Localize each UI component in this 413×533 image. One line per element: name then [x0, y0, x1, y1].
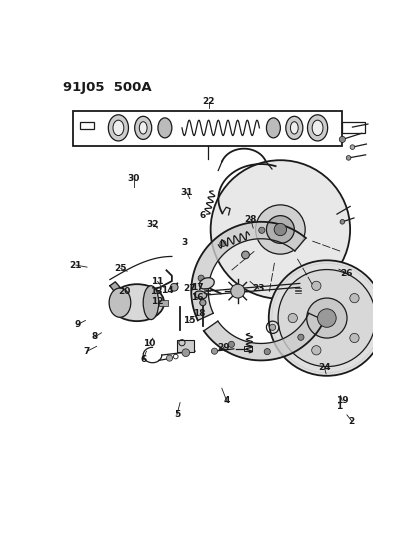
Circle shape [311, 346, 320, 355]
Circle shape [230, 284, 244, 298]
Ellipse shape [199, 278, 214, 289]
Text: 24: 24 [318, 363, 330, 372]
Ellipse shape [139, 122, 147, 134]
Circle shape [339, 136, 344, 142]
Text: 25: 25 [114, 264, 127, 273]
Ellipse shape [311, 120, 322, 135]
Text: 31: 31 [180, 188, 192, 197]
Text: 28: 28 [244, 215, 256, 224]
Bar [341, 123, 364, 133]
Circle shape [263, 349, 270, 354]
Circle shape [210, 160, 349, 299]
Circle shape [317, 309, 335, 327]
Circle shape [166, 355, 172, 361]
Text: 2: 2 [348, 416, 354, 425]
Circle shape [228, 341, 234, 348]
Text: 7: 7 [84, 347, 90, 356]
Circle shape [287, 313, 297, 322]
Polygon shape [109, 282, 120, 293]
Circle shape [219, 240, 225, 247]
Circle shape [255, 205, 304, 254]
Text: 91J05  500A: 91J05 500A [63, 81, 152, 94]
Text: 3: 3 [181, 238, 188, 247]
Circle shape [278, 270, 375, 367]
Text: 23: 23 [252, 285, 264, 293]
Circle shape [268, 260, 384, 376]
Text: 18: 18 [192, 309, 205, 318]
Text: 16: 16 [191, 293, 204, 302]
Text: 27: 27 [183, 285, 195, 293]
Circle shape [273, 223, 286, 236]
Text: 6: 6 [140, 355, 146, 364]
Circle shape [266, 216, 294, 244]
Circle shape [297, 334, 303, 341]
Bar [243, 346, 251, 351]
Circle shape [349, 145, 354, 149]
Bar [73, 111, 342, 146]
Text: 4: 4 [223, 396, 229, 405]
Circle shape [181, 349, 189, 357]
Circle shape [339, 220, 344, 224]
Ellipse shape [194, 291, 206, 299]
Text: 22: 22 [202, 97, 215, 106]
Ellipse shape [113, 120, 123, 135]
Text: 1: 1 [335, 402, 341, 411]
Text: 26: 26 [340, 269, 352, 278]
Ellipse shape [109, 288, 131, 317]
Circle shape [170, 284, 178, 291]
Text: 15: 15 [183, 316, 195, 325]
Circle shape [197, 275, 204, 281]
Text: 5: 5 [173, 410, 180, 419]
Ellipse shape [290, 122, 297, 134]
Text: 10: 10 [143, 338, 155, 348]
Ellipse shape [307, 115, 327, 141]
Ellipse shape [157, 118, 171, 138]
Text: 21: 21 [69, 261, 82, 270]
Polygon shape [191, 222, 305, 320]
Circle shape [211, 348, 217, 354]
Text: 14: 14 [161, 286, 173, 295]
Text: 17: 17 [191, 283, 204, 292]
Ellipse shape [134, 116, 151, 140]
Ellipse shape [108, 115, 128, 141]
Text: 13: 13 [150, 287, 162, 296]
Text: 12: 12 [151, 297, 164, 306]
Text: 20: 20 [117, 287, 130, 296]
Polygon shape [203, 313, 323, 360]
Bar [158, 300, 168, 306]
Text: 30: 30 [127, 174, 140, 183]
Bar [177, 340, 194, 352]
Text: 32: 32 [146, 220, 159, 229]
Circle shape [311, 281, 320, 290]
Text: 9: 9 [74, 320, 81, 329]
Circle shape [269, 324, 275, 330]
Circle shape [349, 294, 358, 303]
Text: 6: 6 [199, 211, 205, 220]
Circle shape [345, 156, 350, 160]
Text: 29: 29 [216, 343, 229, 352]
Text: 8: 8 [92, 333, 98, 341]
Bar [79, 122, 93, 128]
Circle shape [199, 300, 206, 306]
Circle shape [258, 227, 264, 233]
Circle shape [241, 251, 249, 259]
Circle shape [349, 333, 358, 343]
Ellipse shape [143, 286, 158, 320]
Text: 11: 11 [151, 277, 164, 286]
Ellipse shape [285, 116, 302, 140]
Text: 19: 19 [335, 396, 348, 405]
Ellipse shape [266, 118, 280, 138]
Circle shape [306, 298, 346, 338]
Ellipse shape [109, 284, 164, 321]
